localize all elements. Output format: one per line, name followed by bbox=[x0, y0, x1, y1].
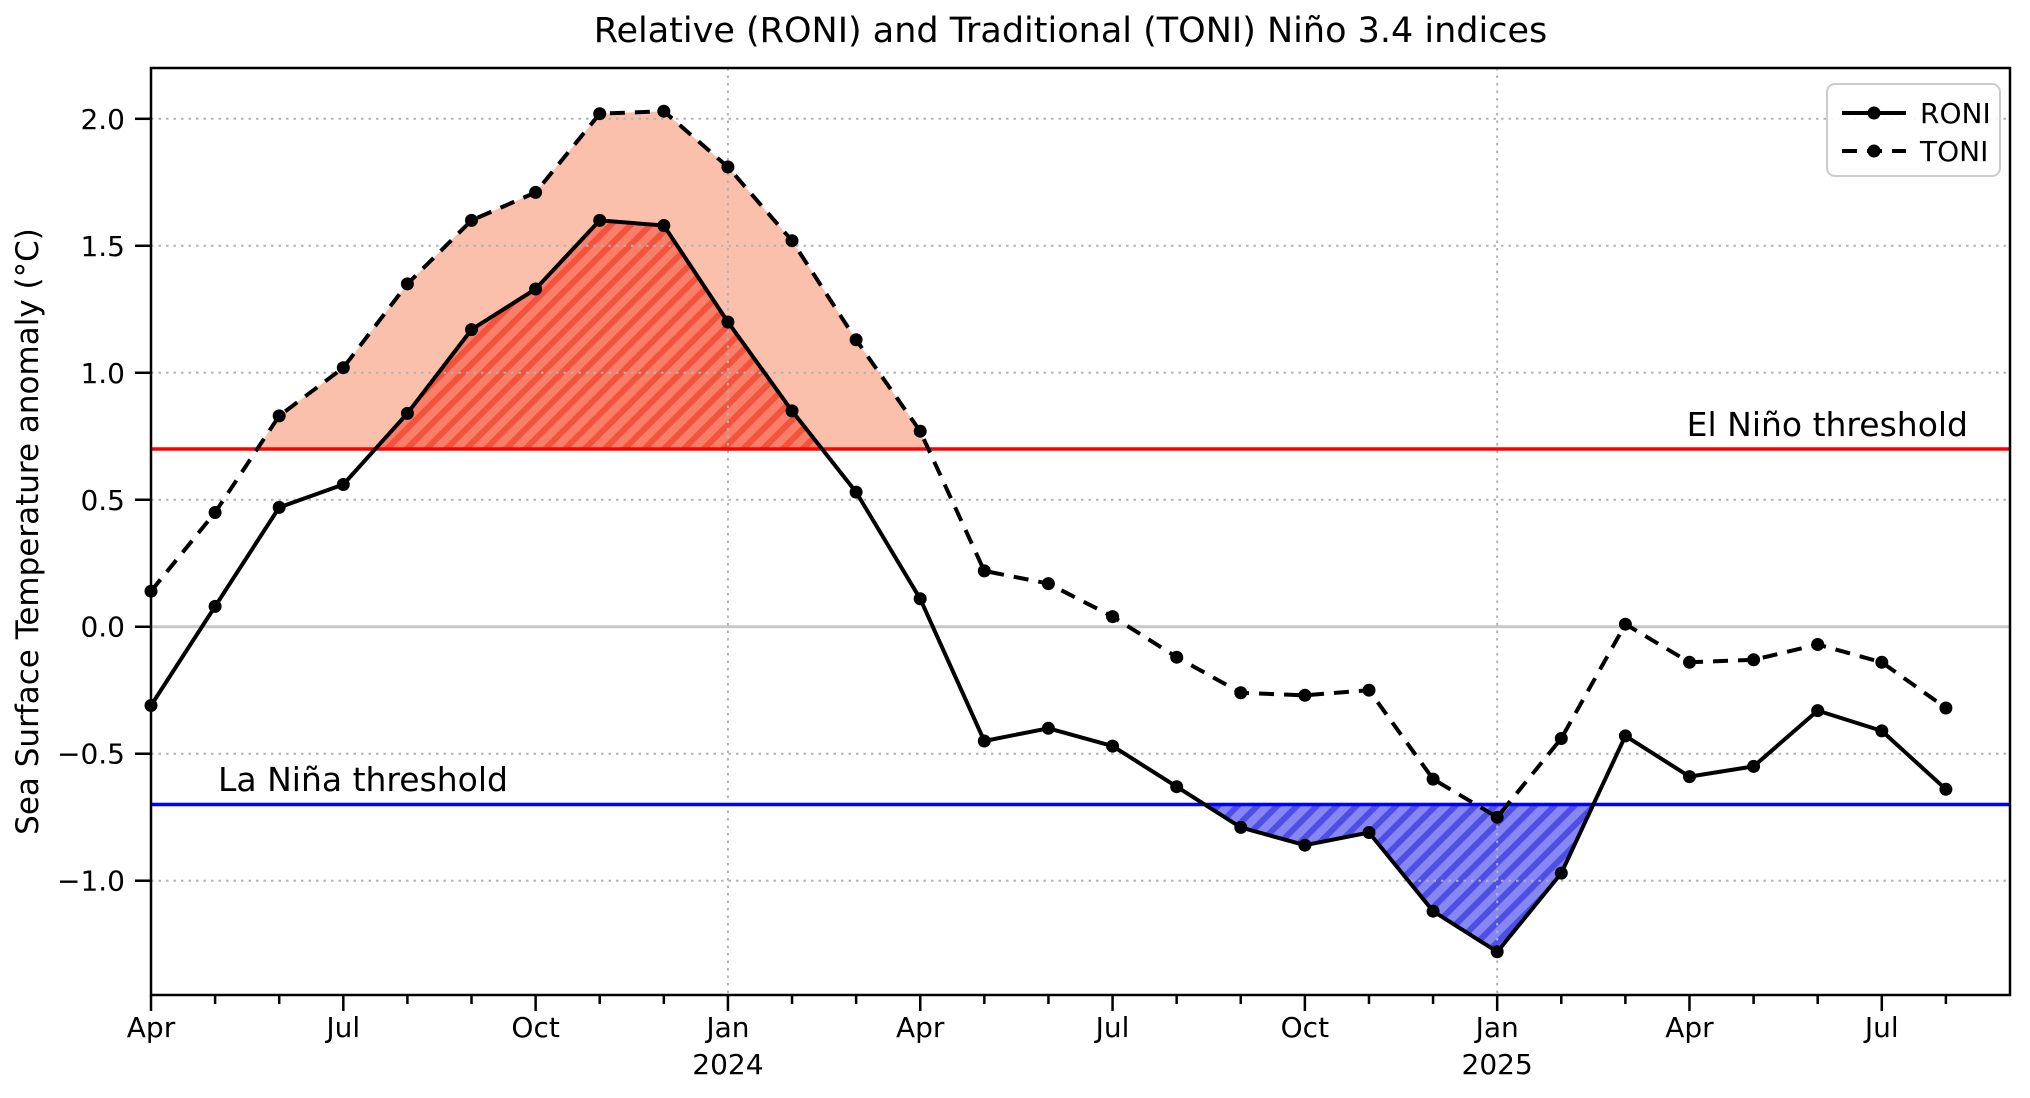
plot-border bbox=[149, 66, 2012, 997]
roni-markers bbox=[144, 213, 1953, 959]
x-tick-label: Oct bbox=[1281, 1011, 1329, 1044]
x-tick-label: Jul bbox=[324, 1011, 360, 1044]
axes: Apr Jul Oct Jan 2024 Apr Jul Oct Jan 2025 Apr Jul 2.… bbox=[57, 103, 1948, 1081]
legend-roni-label: RONI bbox=[1920, 97, 1991, 130]
y-tick-label: 1.5 bbox=[80, 230, 125, 263]
y-axis-label: Sea Surface Temperature anomaly (°C) bbox=[10, 228, 46, 835]
x-tick-label: Apr bbox=[127, 1011, 176, 1044]
chart-title: Relative (RONI) and Traditional (TONI) N… bbox=[594, 11, 1548, 51]
y-tick-label: 1.0 bbox=[80, 357, 125, 390]
legend: RONI TONI bbox=[1826, 83, 2001, 177]
y-tick-label: 2.0 bbox=[80, 103, 125, 136]
x-tick-label: Jul bbox=[1094, 1011, 1130, 1044]
x-tick-label: Apr bbox=[896, 1011, 945, 1044]
x-tick-year-label: 2024 bbox=[692, 1048, 763, 1081]
gridlines bbox=[151, 68, 2010, 995]
x-tick-label: Jul bbox=[1863, 1011, 1899, 1044]
x-tick-label: Oct bbox=[511, 1011, 559, 1044]
y-tick-label: −1.0 bbox=[57, 865, 125, 898]
x-tick-label: Jan bbox=[1474, 1011, 1519, 1044]
x-tick-year-label: 2025 bbox=[1462, 1048, 1533, 1081]
y-tick-label: −0.5 bbox=[57, 738, 125, 771]
la-nina-threshold-label: La Niña threshold bbox=[218, 760, 508, 799]
roni-la-nina-fill bbox=[1204, 804, 1594, 952]
y-tick-label: 0.5 bbox=[80, 484, 125, 517]
y-tick-label: 0.0 bbox=[80, 611, 125, 644]
el-nino-threshold-label: El Niño threshold bbox=[1687, 405, 1968, 444]
x-tick-label: Apr bbox=[1665, 1011, 1714, 1044]
legend-toni-label: TONI bbox=[1919, 135, 1988, 168]
x-tick-label: Jan bbox=[704, 1011, 749, 1044]
toni-line bbox=[149, 109, 1948, 820]
roni-el-nino-fill bbox=[375, 220, 823, 449]
toni-markers bbox=[144, 104, 1953, 824]
